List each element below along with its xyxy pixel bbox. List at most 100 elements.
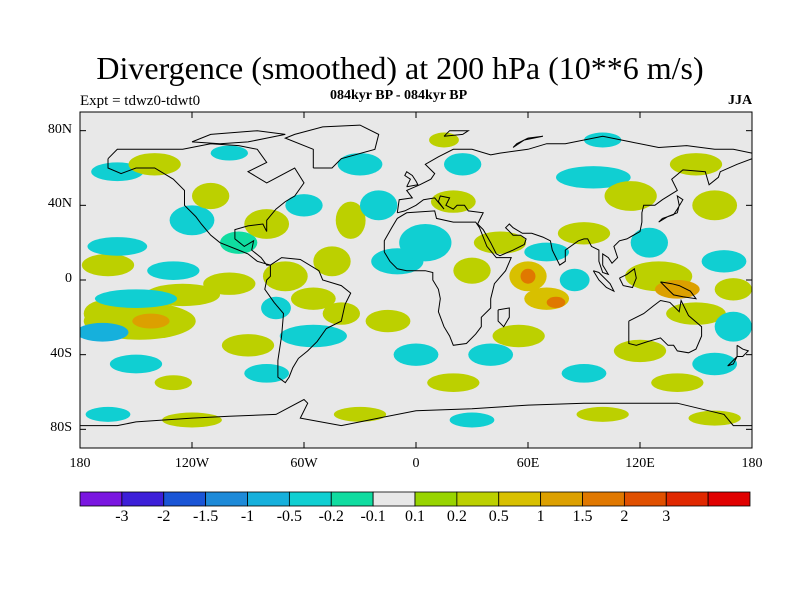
x-tick-label: 60W <box>290 456 318 471</box>
coastline <box>497 307 510 328</box>
coastline <box>191 130 286 145</box>
field-cell <box>524 242 570 262</box>
colorbar-label: 3 <box>662 508 671 525</box>
colorbar-label: 0.5 <box>488 508 509 525</box>
field-cell <box>87 237 148 256</box>
colorbar-label: 1 <box>536 508 545 525</box>
field-cell <box>80 322 129 342</box>
field-cell <box>262 261 308 292</box>
field-cell <box>393 343 439 366</box>
coastline <box>283 124 380 169</box>
colorbar-box <box>330 491 374 507</box>
colorbar-label: -1 <box>240 508 255 525</box>
field-cell <box>279 324 347 348</box>
field-cell <box>613 339 667 363</box>
coastline <box>404 170 419 188</box>
x-tick-label: 120W <box>174 456 210 471</box>
field-cell <box>261 296 291 320</box>
coastline <box>107 143 305 266</box>
coastline <box>512 135 543 148</box>
colorbar-box <box>540 491 583 507</box>
colorbar-label: 0.1 <box>405 508 425 525</box>
season-label: JJA <box>728 93 753 108</box>
field-cell <box>449 412 495 428</box>
coastline <box>592 270 616 293</box>
field-cell <box>669 153 723 176</box>
colorbar-box <box>623 491 667 507</box>
coastline <box>727 344 750 367</box>
field-cell <box>561 364 607 383</box>
coastline <box>628 298 703 354</box>
coastline <box>264 257 352 384</box>
colorbar-label: -0.1 <box>360 508 386 525</box>
field-cell <box>584 132 622 148</box>
colorbar-box <box>79 491 123 507</box>
coastline <box>383 210 512 346</box>
field-cell <box>604 181 657 211</box>
coastline <box>80 398 752 427</box>
field-cell <box>210 145 248 161</box>
x-tick-label: 0 <box>412 456 420 471</box>
field-cell <box>337 153 383 176</box>
x-tick-label: 120E <box>625 456 655 471</box>
field-cell <box>81 253 135 277</box>
coastline <box>660 281 698 300</box>
field-cell <box>335 201 366 239</box>
x-tick-label: 180 <box>69 456 91 471</box>
y-tick-label: 0 <box>65 271 72 286</box>
map-title: Divergence (smoothed) at 200 hPa (10**6 … <box>96 50 704 86</box>
field-cell <box>322 302 361 325</box>
field-cell <box>556 166 631 189</box>
field-cell <box>365 309 411 333</box>
field-cell <box>399 224 452 262</box>
field-cell <box>576 406 629 422</box>
field-cell <box>220 231 258 254</box>
colorbar-box <box>288 491 332 507</box>
field-cell <box>714 311 752 342</box>
field-cell <box>701 250 747 273</box>
y-tick-label: 40N <box>47 196 72 212</box>
field-cell <box>132 313 170 329</box>
field-cell <box>559 268 590 292</box>
colorbar-box <box>414 491 458 507</box>
axis-ticks <box>79 112 753 448</box>
field-cell <box>427 373 480 392</box>
y-tick-label: 80N <box>47 121 72 137</box>
colorbar-box <box>163 491 207 507</box>
field-cell <box>692 352 738 376</box>
x-tick-label: 180 <box>741 456 763 471</box>
field-cell <box>221 334 275 357</box>
colorbar-label: -0.5 <box>276 508 303 525</box>
field-cell <box>546 296 566 308</box>
field-cell <box>154 375 192 391</box>
field-cell <box>654 280 700 299</box>
colorbar-label: 2 <box>620 508 629 525</box>
map-subtitle: 084kyr BP - 084kyr BP <box>330 88 468 103</box>
colorbar-label: 0.2 <box>446 508 467 525</box>
field-cell <box>285 194 323 217</box>
field-cell <box>162 412 222 428</box>
field-cell <box>630 227 668 258</box>
field-cell <box>468 343 514 366</box>
field-cell <box>333 406 387 422</box>
divergence-field <box>80 132 752 428</box>
field-cell <box>128 153 181 176</box>
field-cell <box>688 410 741 426</box>
colorbar-label: -3 <box>115 508 129 525</box>
coastline <box>658 194 684 223</box>
field-cell <box>109 354 163 374</box>
map-panel <box>79 111 753 449</box>
colorbar-box <box>665 491 709 507</box>
experiment-label: Expt = tdwz0-tdwt0 <box>80 93 201 109</box>
colorbar-box <box>372 491 416 507</box>
coastline <box>396 135 752 276</box>
field-cell <box>666 302 726 325</box>
coastline <box>619 267 637 289</box>
field-cell <box>520 268 536 284</box>
field-cell <box>203 272 256 295</box>
colorbar-box <box>707 491 751 507</box>
field-cell <box>290 287 336 310</box>
colorbar-box <box>121 491 165 507</box>
y-tick-label: 80S <box>50 420 72 436</box>
